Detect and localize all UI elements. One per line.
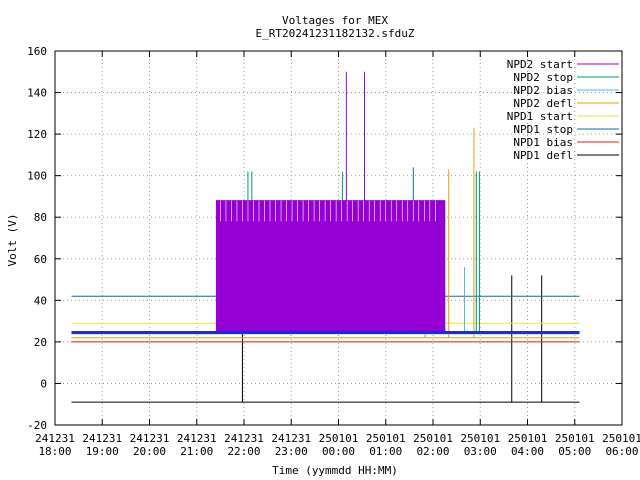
chart-subtitle: E_RT20241231182132.sfduZ [256, 27, 415, 40]
x-tick-time-label: 01:00 [369, 445, 402, 458]
x-tick-date-label: 250101 [555, 432, 595, 445]
x-tick-date-label: 241231 [271, 432, 311, 445]
legend-item: NPD2 stop [513, 71, 619, 84]
x-tick-time-label: 22:00 [227, 445, 260, 458]
legend-label: NPD2 bias [513, 84, 573, 97]
y-tick-label: -20 [27, 419, 47, 432]
x-tick-date-label: 250101 [508, 432, 548, 445]
x-tick-time-label: 23:00 [275, 445, 308, 458]
x-tick-date-label: 250101 [602, 432, 640, 445]
legend-item: NPD2 defl [513, 97, 619, 110]
x-tick-time-label: 20:00 [133, 445, 166, 458]
legend-label: NPD1 stop [513, 123, 573, 136]
y-tick-label: 100 [27, 170, 47, 183]
x-tick-date-label: 241231 [177, 432, 217, 445]
x-tick-time-label: 19:00 [86, 445, 119, 458]
legend-item: NPD2 bias [513, 84, 619, 97]
legend-label: NPD1 start [507, 110, 573, 123]
x-tick-date-label: 250101 [460, 432, 500, 445]
y-tick-label: 80 [34, 211, 47, 224]
x-tick-time-label: 02:00 [416, 445, 449, 458]
legend-item: NPD1 stop [513, 123, 619, 136]
y-axis: -20 0 20 40 60 80 100 120 140 160 [27, 45, 622, 432]
y-tick-label: 0 [40, 377, 47, 390]
legend-item: NPD1 bias [513, 136, 619, 149]
legend-label: NPD2 defl [513, 97, 573, 110]
legend-label: NPD2 stop [513, 71, 573, 84]
x-tick-date-label: 250101 [366, 432, 406, 445]
x-axis-label: Time (yymmdd HH:MM) [272, 464, 398, 477]
y-tick-label: 20 [34, 336, 47, 349]
data-series-layer [71, 71, 580, 403]
x-tick-time-label: 18:00 [38, 445, 71, 458]
legend-item: NPD2 start [507, 58, 619, 71]
legend-item: NPD1 defl [513, 149, 619, 162]
y-tick-label: 40 [34, 294, 47, 307]
x-tick-time-label: 06:00 [605, 445, 638, 458]
x-tick-date-label: 241231 [35, 432, 75, 445]
x-axis: 24123118:0024123119:0024123120:002412312… [35, 51, 640, 458]
y-tick-label: 140 [27, 87, 47, 100]
x-tick-time-label: 05:00 [558, 445, 591, 458]
x-tick-date-label: 241231 [224, 432, 264, 445]
y-tick-label: 120 [27, 128, 47, 141]
legend-item: NPD1 start [507, 110, 619, 123]
series-npd2-start [71, 71, 580, 332]
legend-label: NPD1 bias [513, 136, 573, 149]
y-axis-label: Volt (V) [6, 214, 19, 267]
x-tick-time-label: 03:00 [464, 445, 497, 458]
x-tick-time-label: 04:00 [511, 445, 544, 458]
x-tick-date-label: 241231 [130, 432, 170, 445]
x-tick-time-label: 00:00 [322, 445, 355, 458]
series-dense-region [216, 200, 445, 332]
x-tick-time-label: 21:00 [180, 445, 213, 458]
legend-label: NPD1 defl [513, 149, 573, 162]
chart-title: Voltages for MEX [282, 14, 388, 27]
x-tick-date-label: 250101 [319, 432, 359, 445]
x-tick-date-label: 241231 [82, 432, 122, 445]
legend-label: NPD2 start [507, 58, 573, 71]
y-tick-label: 160 [27, 45, 47, 58]
y-tick-label: 60 [34, 253, 47, 266]
x-tick-date-label: 250101 [413, 432, 453, 445]
